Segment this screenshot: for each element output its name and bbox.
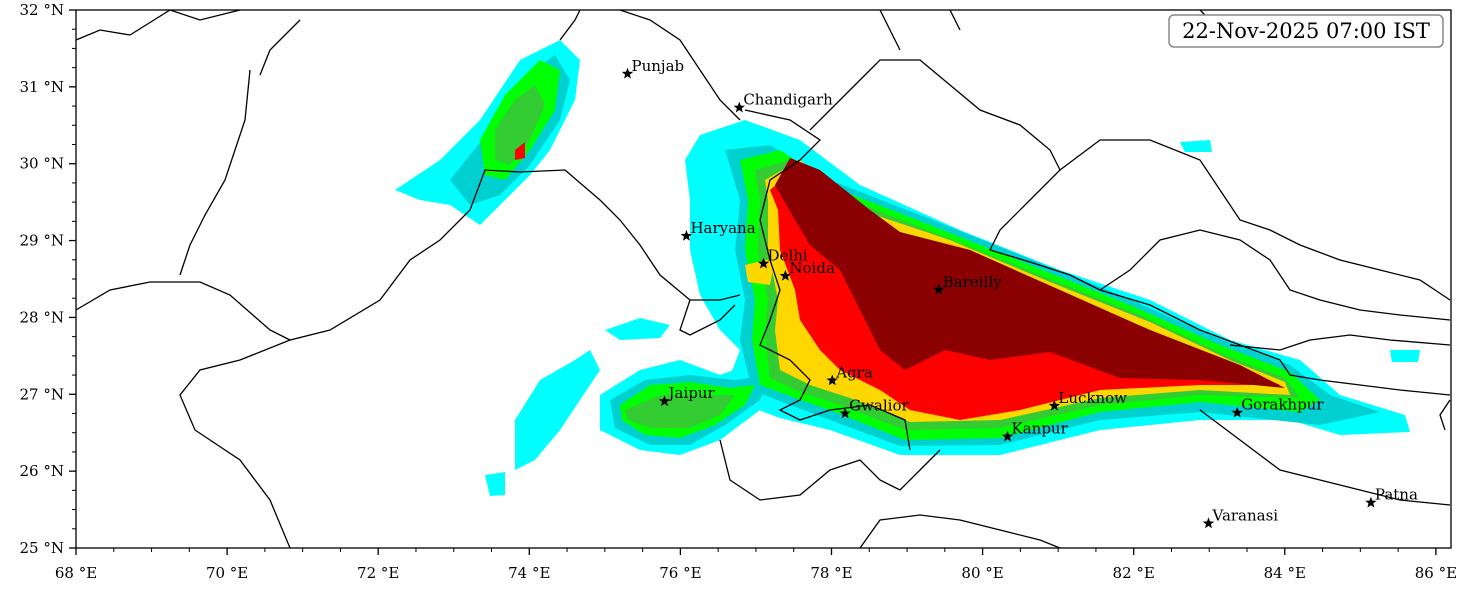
x-tick-label: 86 °E <box>1415 564 1457 582</box>
city-label: Delhi <box>768 247 808 265</box>
city-star-marker <box>933 283 945 295</box>
city-star-marker <box>839 407 851 419</box>
city-label: Gwalior <box>849 397 909 415</box>
city-label: Varanasi <box>1211 506 1278 524</box>
y-tick-label: 29 °N <box>20 232 64 250</box>
city-star-marker <box>757 257 770 269</box>
y-tick-label: 26 °N <box>20 462 64 480</box>
city-label: Patna <box>1375 486 1418 504</box>
x-tick-label: 74 °E <box>508 564 550 582</box>
y-tick-label: 30 °N <box>20 155 64 173</box>
city-label: Jaipur <box>667 384 716 402</box>
city-star-marker <box>1365 496 1377 508</box>
x-tick-label: 72 °E <box>357 564 399 582</box>
x-tick-label: 78 °E <box>810 564 852 582</box>
x-tick-label: 82 °E <box>1113 564 1155 582</box>
city-star-marker <box>826 374 838 386</box>
city-star-marker <box>1048 399 1061 411</box>
city-star-marker <box>658 395 671 407</box>
x-tick-label: 70 °E <box>206 564 248 582</box>
x-tick-label: 76 °E <box>659 564 701 582</box>
x-axis: 68 °E 70 °E 72 °E 74 °E 76 °E 78 °E 80 °E 82 °E… <box>55 548 1457 582</box>
shade-level-7 <box>775 158 1285 388</box>
y-tick-label: 28 °N <box>20 308 64 326</box>
city-label: Punjab <box>632 57 685 75</box>
city-label: Lucknow <box>1058 389 1127 407</box>
y-tick-label: 31 °N <box>20 78 64 96</box>
city-star-marker <box>1231 406 1243 418</box>
city-star-marker <box>621 67 634 79</box>
shading-layer <box>395 40 1420 496</box>
x-tick-label: 84 °E <box>1264 564 1306 582</box>
timestamp-label: 22-Nov-2025 07:00 IST <box>1182 19 1430 43</box>
y-tick-label: 32 °N <box>20 1 64 19</box>
boundary-lines <box>76 10 1451 548</box>
city-label: Kanpur <box>1012 420 1069 438</box>
y-tick-label: 27 °N <box>20 385 64 403</box>
city-label: Gorakhpur <box>1241 396 1324 414</box>
timestamp-box: 22-Nov-2025 07:00 IST <box>1168 14 1444 48</box>
city-label: Bareilly <box>943 273 1002 291</box>
city-star-marker <box>680 230 693 241</box>
city-label: Chandigarh <box>743 91 833 109</box>
x-tick-label: 80 °E <box>961 564 1003 582</box>
city-label: Haryana <box>690 219 755 237</box>
city-label: Noida <box>789 259 835 277</box>
city-star-marker <box>1001 430 1014 442</box>
y-axis: 25 °N 26 °N 27 °N 28 °N 29 °N 30 °N 31 °N 32 °N <box>20 1 76 557</box>
city-label: Agra <box>835 363 873 381</box>
city-star-marker <box>733 101 745 113</box>
city-star-marker <box>779 269 792 281</box>
city-star-marker <box>1202 517 1215 529</box>
x-tick-label: 68 °E <box>55 564 97 582</box>
y-tick-label: 25 °N <box>20 539 64 557</box>
